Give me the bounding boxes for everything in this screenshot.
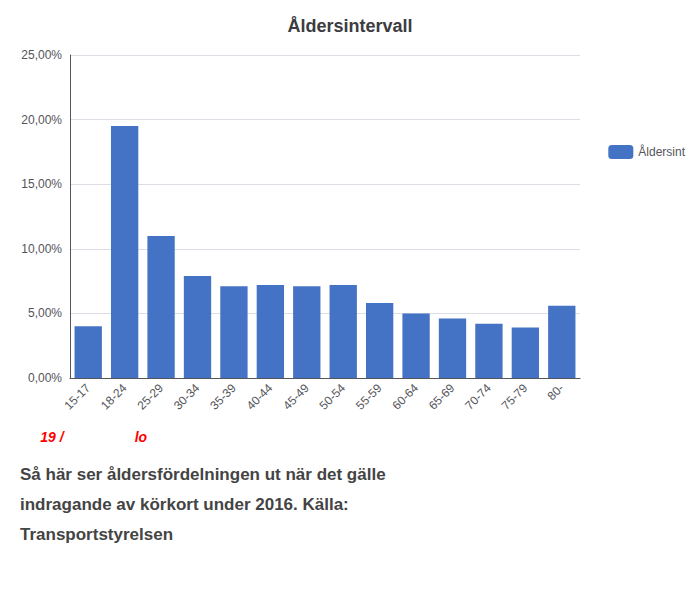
svg-text:45-49: 45-49 xyxy=(280,381,312,413)
svg-text:Transportstyrelsen: Transportstyrelsen xyxy=(20,525,173,544)
svg-text:75-79: 75-79 xyxy=(499,381,531,413)
svg-text:Åldersintervall: Åldersintervall xyxy=(287,16,412,36)
svg-text:18-24: 18-24 xyxy=(98,381,130,413)
svg-text:25,00%: 25,00% xyxy=(21,48,62,62)
svg-text:50-54: 50-54 xyxy=(317,381,349,413)
svg-text:Så här ser åldersfördelningen: Så här ser åldersfördelningen ut när det… xyxy=(20,465,386,484)
svg-text:30-34: 30-34 xyxy=(171,381,203,413)
svg-text:60-64: 60-64 xyxy=(389,381,421,413)
svg-text:80-: 80- xyxy=(545,381,567,403)
svg-text:0,00%: 0,00% xyxy=(28,371,62,385)
svg-text:35-39: 35-39 xyxy=(207,381,239,413)
svg-text:10,00%: 10,00% xyxy=(21,242,62,256)
svg-text:70-74: 70-74 xyxy=(462,381,494,413)
svg-text:65-69: 65-69 xyxy=(426,381,458,413)
svg-text:15,00%: 15,00% xyxy=(21,177,62,191)
svg-text:lo: lo xyxy=(135,429,148,445)
svg-text:55-59: 55-59 xyxy=(353,381,385,413)
svg-text:Åldersint: Åldersint xyxy=(638,144,685,159)
svg-text:5,00%: 5,00% xyxy=(28,306,62,320)
svg-text:15-17: 15-17 xyxy=(62,381,94,413)
svg-text:20,00%: 20,00% xyxy=(21,113,62,127)
svg-text:19 /: 19 / xyxy=(40,429,65,445)
svg-text:indragande av körkort under 20: indragande av körkort under 2016. Källa: xyxy=(20,495,349,514)
svg-text:40-44: 40-44 xyxy=(244,381,276,413)
svg-text:25-29: 25-29 xyxy=(134,381,166,413)
